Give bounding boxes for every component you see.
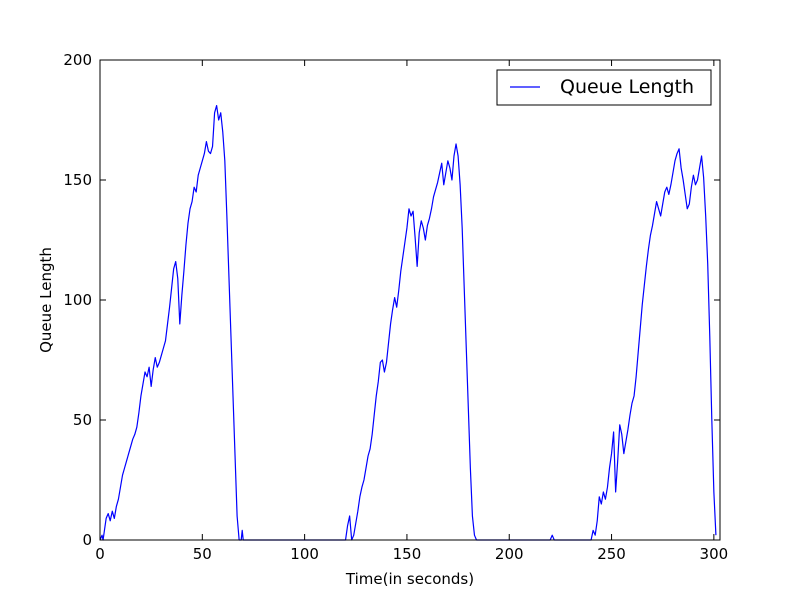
x-tick-label: 0 [95, 545, 105, 563]
y-tick-label: 200 [63, 51, 92, 69]
series-layer [99, 105, 717, 541]
x-tick-label: 250 [597, 545, 626, 563]
x-tick-label: 200 [495, 545, 524, 563]
x-tick-label: 300 [700, 545, 729, 563]
x-axis-label: Time(in seconds) [345, 570, 474, 588]
x-tick-label: 150 [393, 545, 422, 563]
legend: Queue Length [496, 69, 712, 106]
series-line-0 [99, 105, 717, 541]
x-tick-label: 100 [290, 545, 319, 563]
y-tick-label: 100 [63, 291, 92, 309]
plot-area [100, 60, 720, 540]
y-tick-label: 150 [63, 171, 92, 189]
x-tick-label: 50 [193, 545, 212, 563]
y-axis-label: Queue Length [37, 247, 55, 353]
ticks-layer: 0 50 100 150 200 250 300 0 50 100 150 200 [63, 51, 728, 563]
legend-label: Queue Length [560, 76, 694, 98]
y-tick-label: 0 [82, 531, 92, 549]
y-tick-label: 50 [73, 411, 92, 429]
